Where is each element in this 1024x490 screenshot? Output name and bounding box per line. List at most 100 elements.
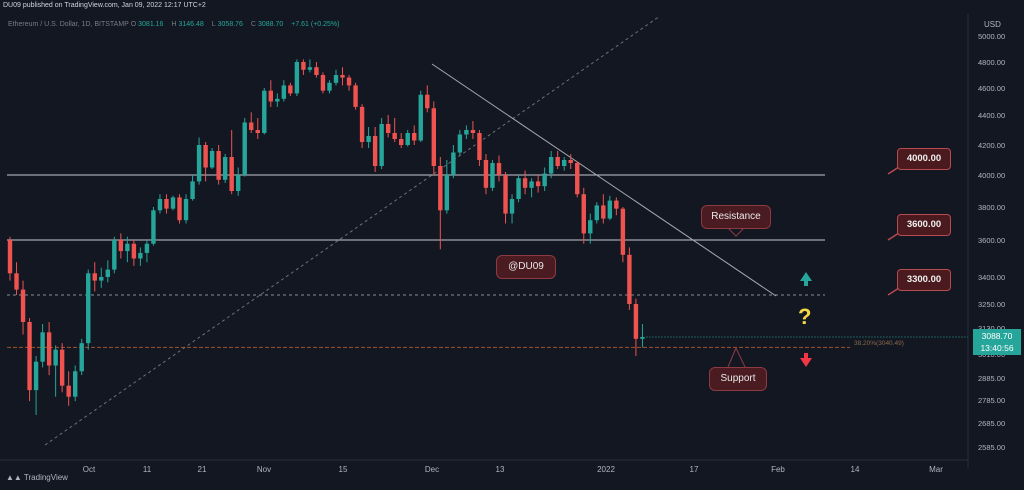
candle-body: [53, 349, 58, 366]
candle-body: [385, 124, 391, 133]
candle-body: [59, 349, 65, 386]
candle-body: [164, 199, 169, 209]
candle-body: [268, 90, 273, 102]
y-tick-label: 5000.00: [978, 32, 1005, 41]
tradingview-logo: ▲▲ TradingView: [6, 473, 68, 482]
candle-body: [470, 130, 476, 133]
candle-body: [607, 200, 613, 219]
candle-body: [216, 151, 221, 180]
candle-body: [438, 166, 443, 211]
candle-body: [281, 85, 287, 99]
candle-body: [581, 194, 586, 234]
candle-body: [86, 273, 91, 344]
candle-body: [601, 205, 606, 219]
candle-body: [177, 197, 182, 221]
x-tick-label: 17: [690, 465, 699, 474]
resistance-pointer: [726, 226, 746, 237]
candle-body: [196, 145, 202, 182]
candle-body: [509, 199, 515, 214]
candle-body: [209, 151, 215, 168]
candle-body: [516, 178, 521, 199]
candle-body: [144, 243, 150, 253]
candle-body: [483, 160, 489, 188]
candle-body: [190, 181, 195, 199]
candle-body: [288, 85, 293, 94]
candle-body: [40, 332, 45, 362]
y-tick-label: 2785.00: [978, 396, 1005, 405]
candle-body: [490, 163, 495, 188]
publisher-text: DU09 published on TradingView.com, Jan 0…: [3, 2, 206, 9]
candle-body: [236, 175, 241, 191]
candle-body: [14, 273, 19, 290]
countdown-timer: 13:40:56: [980, 343, 1014, 353]
candle-body: [275, 98, 280, 102]
resistance-label[interactable]: Resistance: [701, 205, 771, 229]
candle-body: [27, 322, 32, 391]
close-value: 3088.70: [257, 21, 284, 28]
y-tick-label: 3800.00: [978, 203, 1005, 212]
open-value: 3081.16: [138, 21, 164, 28]
candle-body: [320, 75, 326, 91]
candle-body: [340, 75, 345, 78]
level-3300-callout[interactable]: 3300.00: [897, 269, 951, 291]
candle-body: [255, 130, 260, 133]
y-tick-label: 4200.00: [978, 141, 1005, 150]
x-tick-label: 21: [198, 465, 207, 474]
candle-body: [20, 289, 26, 322]
low-value: 3058.76: [217, 21, 243, 28]
symbol-legend: Ethereum / U.S. Dollar, 1D, BITSTAMP O 30…: [8, 21, 346, 28]
support-pointer: [727, 346, 746, 368]
x-tick-label: Feb: [771, 465, 785, 474]
candle-body: [418, 94, 423, 141]
candle-body: [451, 152, 456, 175]
candle-body: [183, 199, 189, 221]
up-arrow-icon: [800, 272, 812, 286]
support-label[interactable]: Support: [709, 367, 767, 391]
candle-body: [535, 181, 541, 187]
candle-body: [379, 124, 384, 166]
candle-body: [405, 133, 410, 145]
candle-body: [568, 160, 573, 163]
candle-body: [431, 108, 436, 166]
candle-body: [125, 243, 130, 252]
resistance-trendline: [431, 63, 777, 297]
candle-body: [562, 160, 567, 166]
candle-body: [594, 205, 599, 221]
candle-body: [412, 133, 417, 141]
x-tick-label: 14: [851, 465, 860, 474]
author-watermark: @DU09: [496, 255, 556, 279]
candle-body: [249, 122, 254, 130]
y-tick-label: 4400.00: [978, 111, 1005, 120]
y-tick-label: 3400.00: [978, 273, 1005, 282]
candle-body: [588, 220, 593, 234]
open-key: O: [130, 21, 137, 28]
candle-body: [151, 210, 156, 244]
candle-body: [366, 136, 371, 142]
change-value: +7.61 (+0.25%): [291, 21, 340, 28]
last-price-label: 3088.70 13:40:56: [973, 329, 1021, 355]
candle-body: [359, 106, 365, 142]
candle-body: [66, 385, 71, 397]
candle-body: [399, 139, 404, 145]
candle-body: [73, 371, 78, 397]
candle-body: [627, 254, 632, 304]
x-tick-label: Mar: [929, 465, 943, 474]
level-4000-callout[interactable]: 4000.00: [897, 148, 951, 170]
y-tick-label: 3130.00: [978, 324, 1005, 333]
level-3600-callout[interactable]: 3600.00: [897, 214, 951, 236]
y-tick-label: 4000.00: [978, 171, 1005, 180]
candle-body: [242, 122, 247, 175]
candle-body: [307, 67, 313, 70]
down-arrow-icon: [800, 353, 812, 367]
candle-body: [99, 277, 104, 281]
candle-body: [575, 163, 580, 195]
y-tick-label: 4800.00: [978, 58, 1005, 67]
y-tick-label: 4600.00: [978, 84, 1005, 93]
x-tick-label: Oct: [83, 465, 96, 474]
y-tick-label: 2585.00: [978, 443, 1005, 452]
x-tick-label: Nov: [257, 465, 271, 474]
candle-body: [138, 252, 143, 259]
candle-body: [346, 77, 352, 86]
tradingview-logo-icon: ▲▲: [6, 473, 24, 482]
